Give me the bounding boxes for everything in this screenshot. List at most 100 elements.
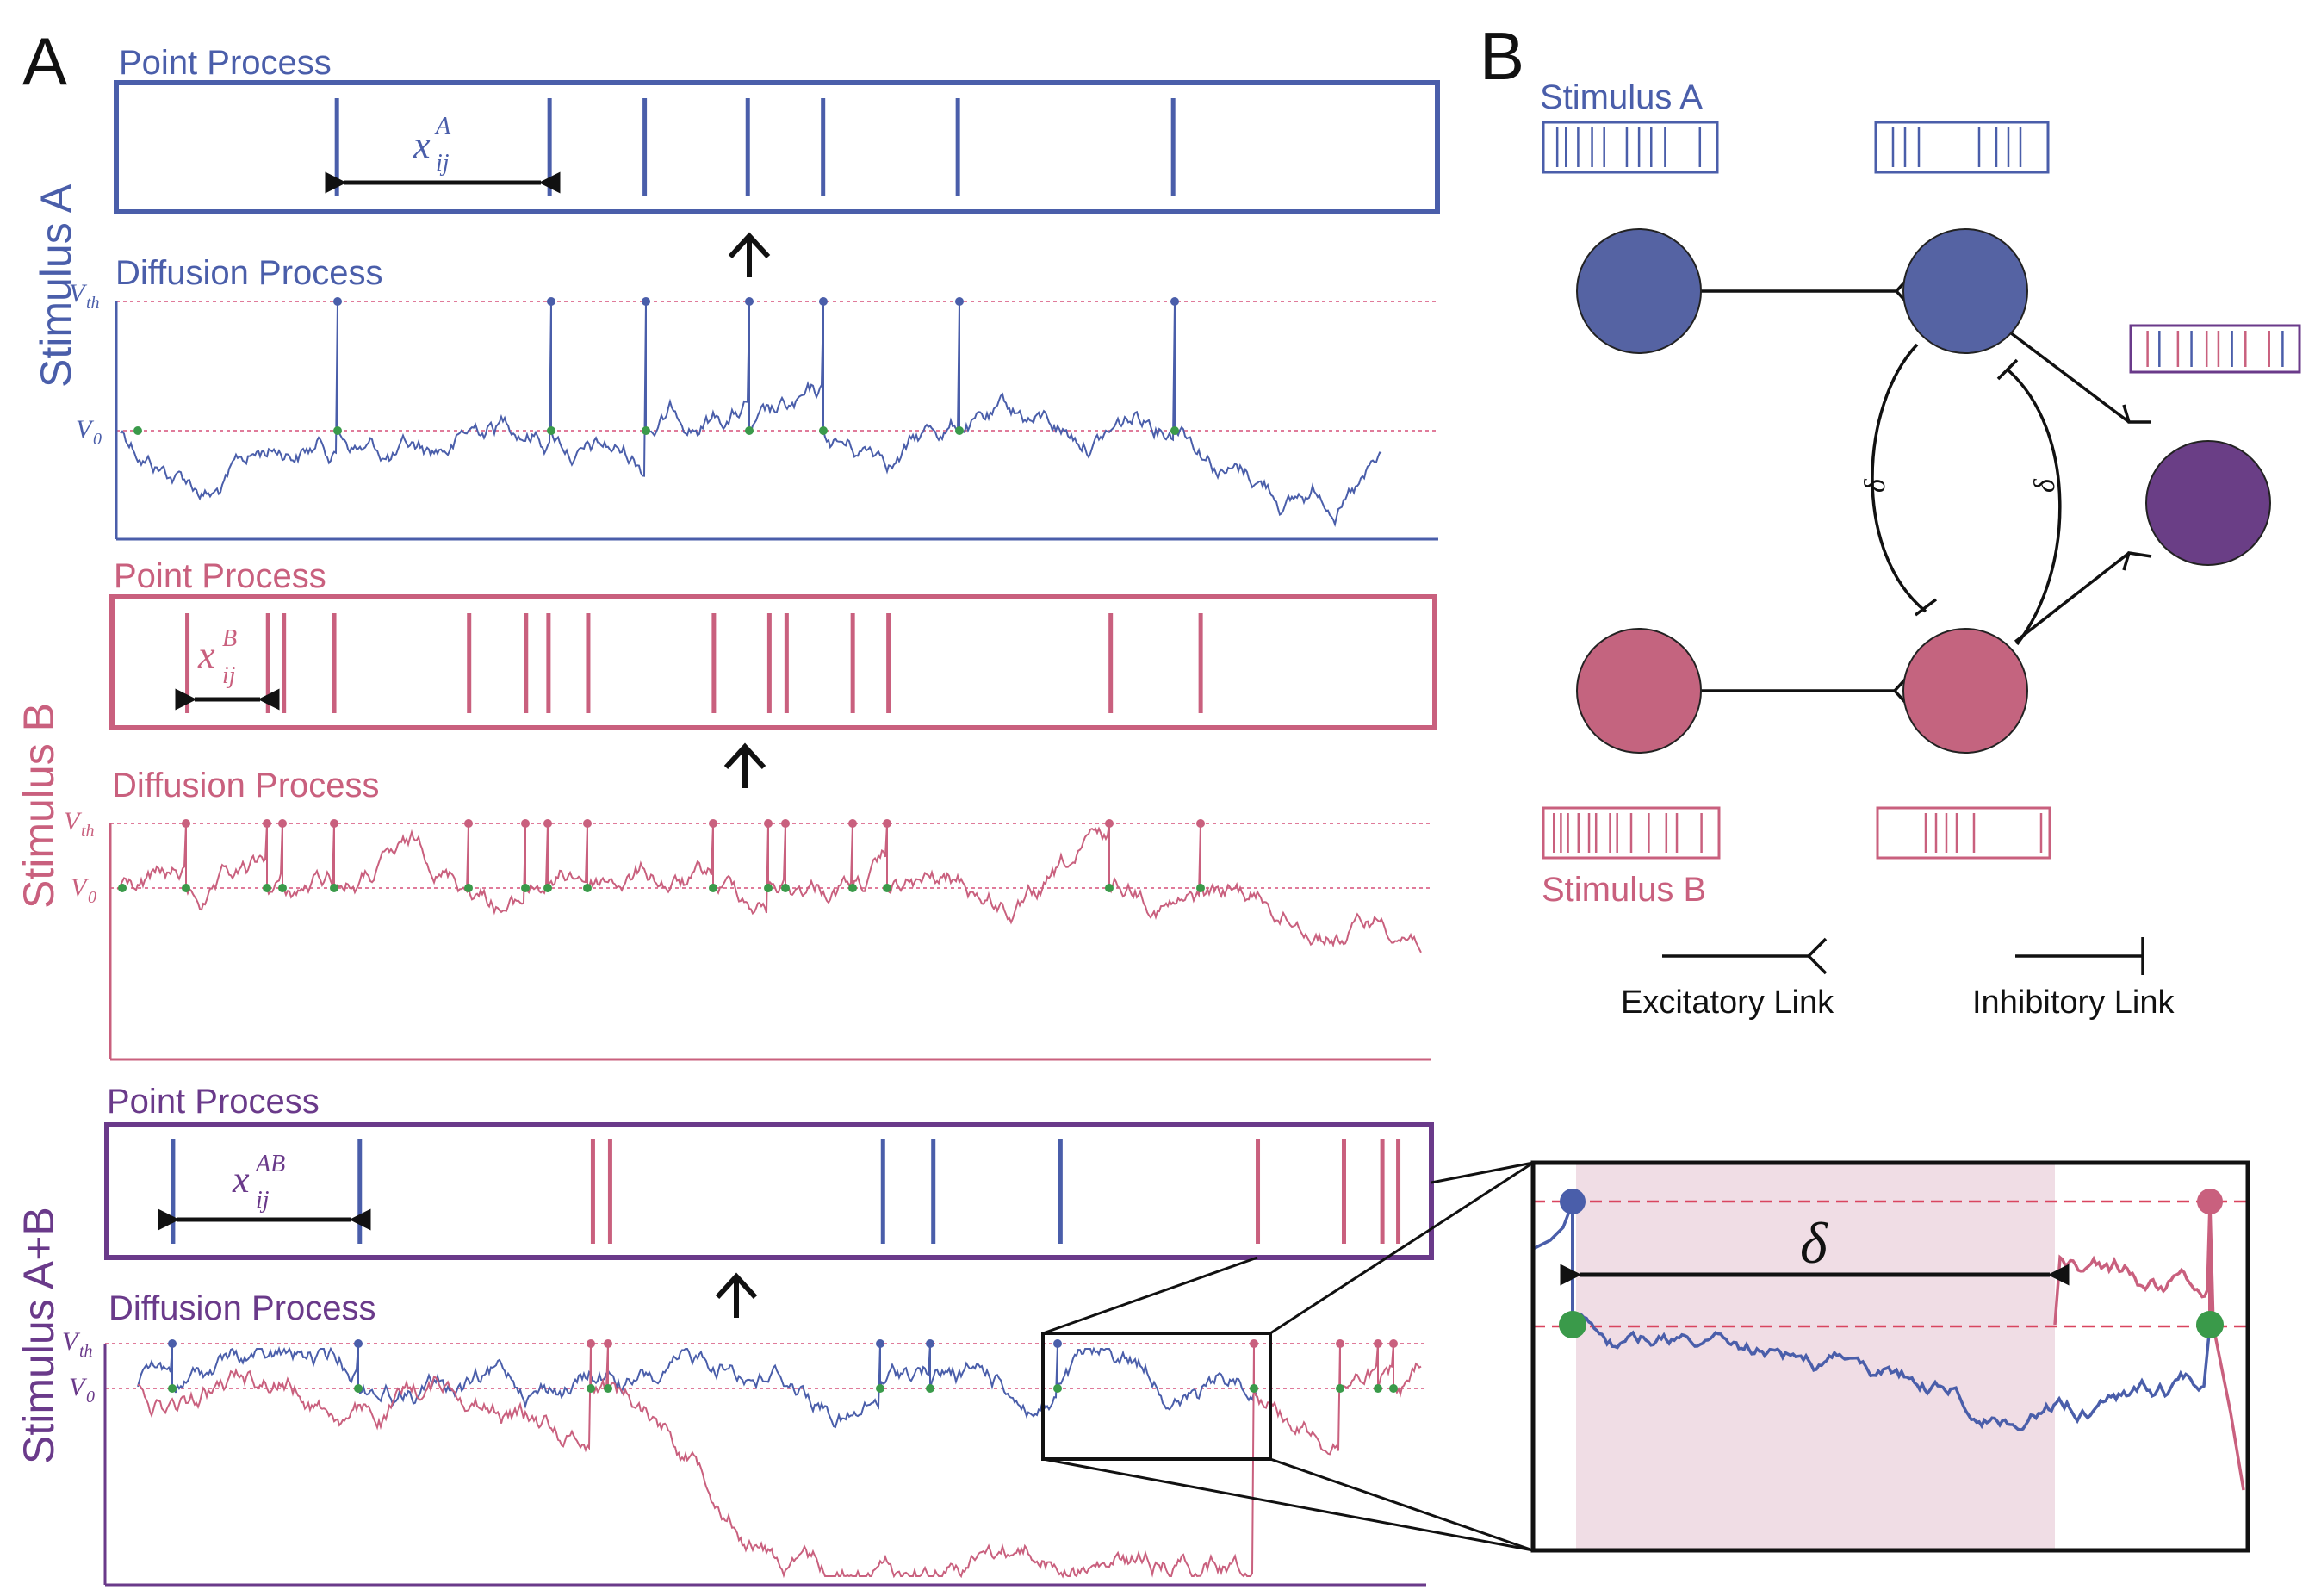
inhibitory-bar-right: [1996, 358, 2019, 381]
spike-markers-b: [118, 819, 1205, 892]
svg-text:V: V: [64, 807, 83, 835]
reset-dot: [354, 1384, 363, 1393]
diffusion-trace-ab-blue: [137, 1343, 1258, 1429]
zoom-trace-blue: [1532, 1202, 2212, 1432]
interval-label-a: x A ij: [413, 113, 451, 177]
v-0-label-ab: V 0: [69, 1373, 95, 1407]
spike-dot: [547, 297, 555, 306]
raster-combined: [2129, 324, 2301, 374]
reset-dot: [118, 884, 127, 892]
reset-dot: [955, 426, 964, 435]
point-process-b-box: [109, 594, 1437, 730]
zoom-selection-box: [1041, 1332, 1272, 1461]
spike-dot: [883, 819, 891, 828]
spike-dot: [709, 819, 717, 828]
reset-dot: [543, 884, 552, 892]
svg-text:V: V: [76, 415, 95, 444]
node-combined: [2145, 440, 2271, 566]
reset-dot: [464, 884, 473, 892]
svg-text:th: th: [86, 294, 100, 313]
raster-stimulus-a-input: [1542, 121, 1719, 174]
svg-text:ij: ij: [436, 150, 450, 177]
reset-dot: [819, 426, 828, 435]
zoom-connector-bottom-right: [1269, 1457, 1534, 1552]
diffusion-trace-ab-pink: [137, 1343, 1422, 1579]
reset-dot: [764, 884, 773, 892]
svg-text:0: 0: [88, 888, 96, 907]
raster-stimulus-b-output: [1876, 806, 2051, 860]
spike-dot: [333, 297, 342, 306]
zoom-delta-label: δ: [1800, 1210, 1828, 1276]
interval-label-ab: x AB ij: [232, 1151, 285, 1214]
svg-text:x: x: [232, 1158, 250, 1201]
stimulus-b-label: Stimulus B: [1542, 871, 1706, 909]
delta-label-right: δ: [2029, 478, 2061, 493]
reset-dot: [876, 1384, 884, 1393]
svg-text:th: th: [81, 822, 95, 841]
excitatory-head-bottom-purple: [2122, 551, 2152, 571]
spike-dot: [1053, 1339, 1062, 1348]
spike-dot: [1170, 297, 1179, 306]
zoom-reset-green-right: [2196, 1311, 2224, 1338]
delta-shaded-region: [1576, 1163, 2055, 1550]
node-stimulus-a-input: [1576, 228, 1702, 354]
reset-dot: [263, 884, 271, 892]
svg-text:A: A: [434, 113, 451, 140]
reset-dot: [781, 884, 790, 892]
reset-dot: [1389, 1384, 1398, 1393]
legend-excitatory-label: Excitatory Link: [1621, 984, 1834, 1021]
stimulus-a-label: Stimulus A: [1540, 78, 1703, 116]
v-0-label-b: V 0: [71, 873, 96, 907]
svg-text:B: B: [222, 625, 237, 652]
point-process-b-spikes: [185, 613, 1203, 713]
v-th-label-ab: V th: [62, 1327, 93, 1361]
raster-boxes: [1542, 121, 2301, 860]
zoom-spike-pink: [2197, 1189, 2223, 1214]
reset-dot: [1105, 884, 1114, 892]
spike-dot: [764, 819, 773, 828]
v-th-label-a: V th: [69, 279, 100, 313]
inhibitory-bar-left: [1914, 598, 1938, 617]
excitatory-head-top-purple: [2122, 404, 2151, 424]
diffusion-process-a-title: Diffusion Process: [115, 254, 383, 292]
v-th-label-b: V th: [64, 807, 95, 841]
stimulus-b-side-label: Stimulus B: [15, 703, 63, 909]
reset-dot: [926, 1384, 934, 1393]
spike-dot: [278, 819, 287, 828]
spike-dot: [354, 1339, 363, 1348]
spike-dot: [781, 819, 790, 828]
reset-dot: [168, 1384, 177, 1393]
zoom-inset: δ: [1530, 1160, 2250, 1553]
legend-inhibitory-label: Inhibitory Link: [1972, 984, 2175, 1021]
zoom-connector-top-right: [1269, 1161, 1534, 1335]
zoom-spike-blue: [1560, 1189, 1586, 1214]
reset-dot: [604, 1384, 612, 1393]
inhibitory-arc-left: [1871, 343, 1927, 613]
reset-dot: [1336, 1384, 1344, 1393]
spike-dot: [587, 1339, 595, 1348]
point-process-ab-box: [104, 1122, 1434, 1260]
raster-stimulus-a-output: [1874, 121, 2050, 174]
reset-dot: [1170, 426, 1179, 435]
reset-dot: [642, 426, 650, 435]
panel-a-letter: A: [22, 23, 67, 99]
svg-text:V: V: [69, 1373, 88, 1401]
svg-text:x: x: [197, 634, 215, 676]
spike-dot: [955, 297, 964, 306]
spike-dot: [182, 819, 190, 828]
zoom-connector-box: [1431, 1161, 1534, 1184]
zoom-reset-green-left: [1559, 1311, 1586, 1338]
spike-dot: [819, 297, 828, 306]
svg-text:V: V: [71, 873, 90, 902]
up-arrow-ab: [715, 1272, 758, 1318]
reset-dot: [1053, 1384, 1062, 1393]
reset-dot: [583, 884, 592, 892]
reset-dot: [883, 884, 891, 892]
diffusion-trace-a: [120, 301, 1382, 528]
node-stimulus-b-output: [1902, 628, 2028, 754]
spike-dot: [642, 297, 650, 306]
spike-dot: [1389, 1339, 1398, 1348]
stimulus-ab-side-label: Stimulus A+B: [15, 1207, 63, 1464]
svg-text:AB: AB: [254, 1151, 285, 1177]
inhibitory-arc-right: [2007, 369, 2062, 646]
